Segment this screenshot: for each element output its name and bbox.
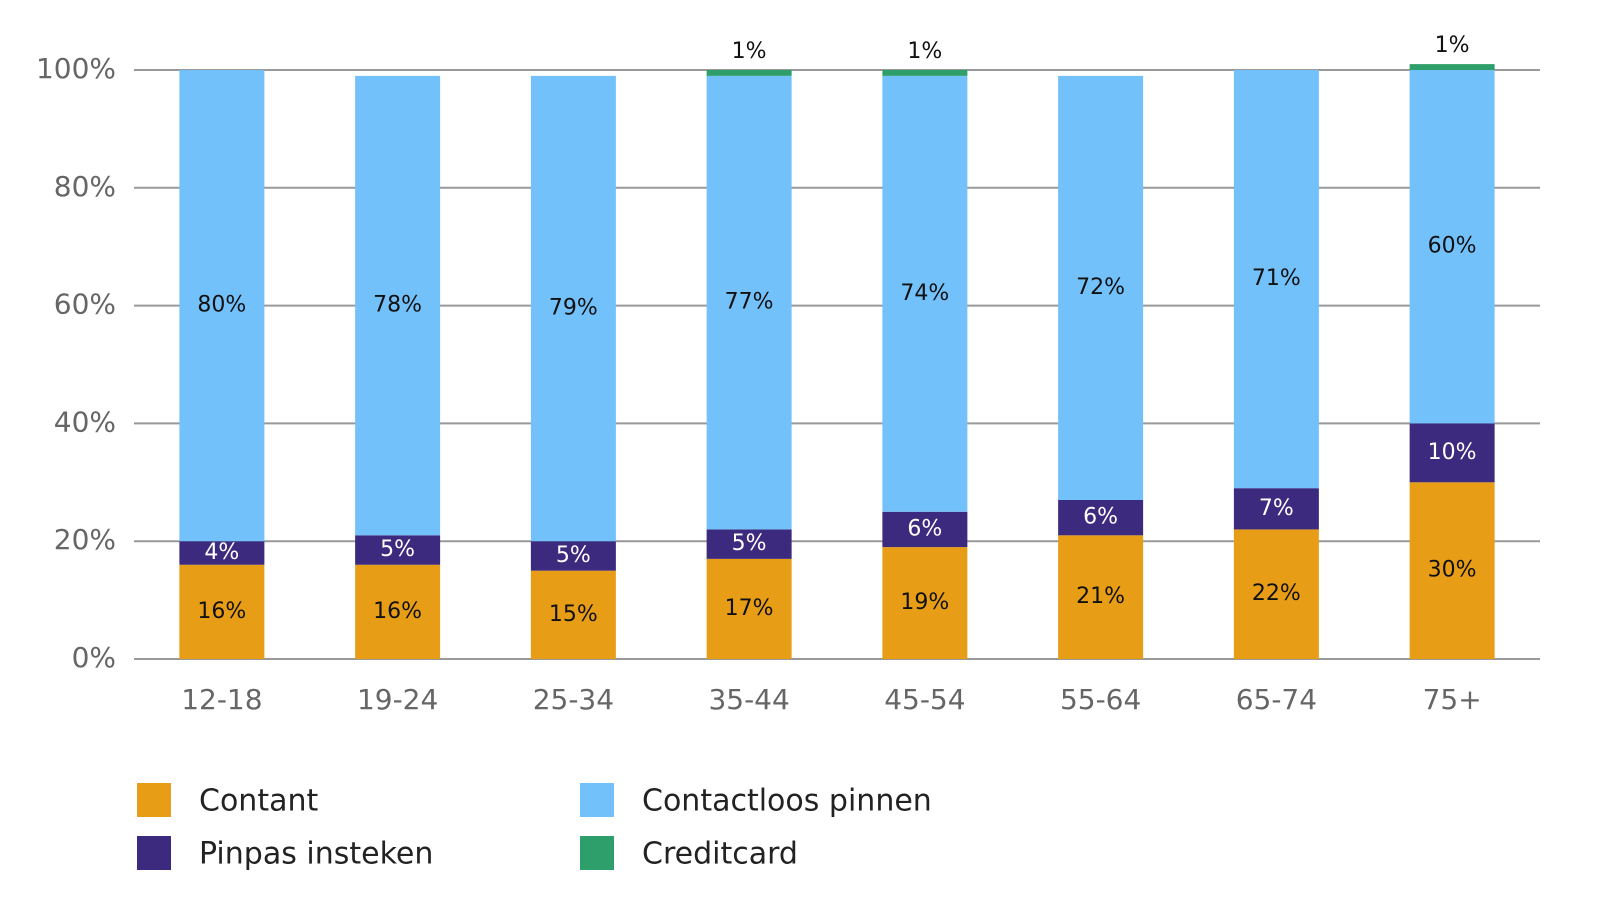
bar-segment <box>882 547 968 659</box>
x-tick-label: 65-74 <box>1236 683 1317 716</box>
data-label: 6% <box>907 516 942 541</box>
bar-segment <box>1233 488 1319 530</box>
bar-segment <box>1058 535 1144 659</box>
data-label: 78% <box>373 293 422 318</box>
data-label: 5% <box>732 531 767 556</box>
bar-segment <box>1233 529 1319 659</box>
data-label: 21% <box>1076 584 1125 609</box>
bar-segment <box>179 70 265 542</box>
data-label: 72% <box>1076 275 1125 300</box>
bar-segment <box>1409 482 1495 659</box>
bar-segment <box>882 70 968 76</box>
bar-segment <box>1409 70 1495 424</box>
x-tick-label: 75+ <box>1423 683 1482 716</box>
data-label: 30% <box>1428 558 1477 583</box>
data-label: 79% <box>549 296 598 321</box>
data-label: 1% <box>1435 33 1470 58</box>
y-tick-label: 0% <box>72 641 116 674</box>
x-tick-label: 35-44 <box>708 683 789 716</box>
bar-segment <box>882 75 968 512</box>
legend-label: Creditcard <box>642 837 798 872</box>
y-tick-label: 100% <box>36 52 116 85</box>
bar-segment <box>530 570 616 659</box>
data-label: 10% <box>1428 440 1477 465</box>
x-tick-label: 55-64 <box>1060 683 1141 716</box>
bar-segment <box>706 529 792 559</box>
bar-segment <box>1233 70 1319 489</box>
data-label: 17% <box>725 596 774 621</box>
bar-segment <box>706 558 792 659</box>
data-label: 15% <box>549 602 598 627</box>
bar-segment <box>179 541 265 565</box>
bar-segment <box>179 564 265 659</box>
data-label: 4% <box>204 540 239 565</box>
bar-segment <box>1058 75 1144 500</box>
bar-segment <box>530 75 616 542</box>
bar-segment <box>530 541 616 571</box>
data-label: 77% <box>725 290 774 315</box>
bar-segment <box>1058 499 1144 536</box>
data-label: 74% <box>900 281 949 306</box>
bar-segment <box>882 511 968 548</box>
data-label: 71% <box>1252 266 1301 291</box>
legend-swatch <box>580 836 614 870</box>
y-tick-label: 60% <box>54 288 116 321</box>
legend-label: Contactloos pinnen <box>642 784 932 819</box>
data-label: 60% <box>1428 234 1477 259</box>
legend-swatch <box>580 783 614 817</box>
bar-segment <box>355 535 441 565</box>
x-tick-label: 19-24 <box>357 683 438 716</box>
data-label: 5% <box>380 537 415 562</box>
bar-segment <box>706 70 792 76</box>
bar-segment <box>706 75 792 530</box>
data-label: 22% <box>1252 581 1301 606</box>
data-label: 1% <box>732 39 767 64</box>
legend-swatch <box>137 836 171 870</box>
legend-swatch <box>137 783 171 817</box>
data-label: 16% <box>373 599 422 624</box>
x-tick-label: 12-18 <box>181 683 262 716</box>
x-tick-label: 45-54 <box>884 683 965 716</box>
data-label: 5% <box>556 543 591 568</box>
data-label: 16% <box>197 599 246 624</box>
data-label: 6% <box>1083 505 1118 530</box>
y-tick-label: 20% <box>54 523 116 556</box>
bar-segment <box>355 75 441 536</box>
y-tick-label: 40% <box>54 405 116 438</box>
data-label: 1% <box>907 39 942 64</box>
legend-label: Pinpas insteken <box>199 837 433 872</box>
bar-segment <box>355 564 441 659</box>
data-label: 7% <box>1259 496 1294 521</box>
y-tick-label: 80% <box>54 170 116 203</box>
x-tick-label: 25-34 <box>533 683 614 716</box>
data-label: 80% <box>197 293 246 318</box>
legend-label: Contant <box>199 784 318 819</box>
bar-segment <box>1409 64 1495 70</box>
bar-segment <box>1409 423 1495 483</box>
data-label: 19% <box>900 590 949 615</box>
